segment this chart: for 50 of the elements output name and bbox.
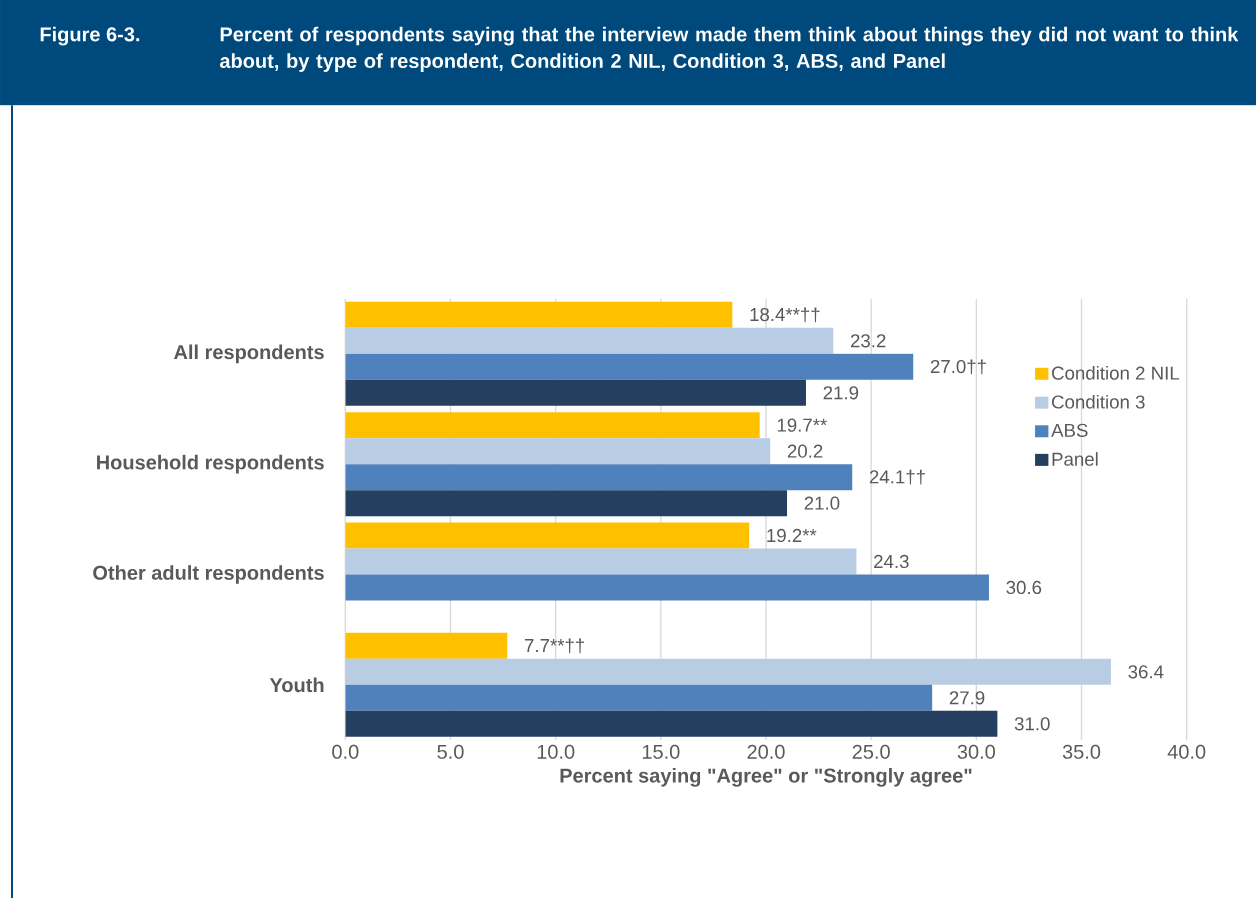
x-axis-title: Percent saying "Agree" or "Strongly agree" bbox=[560, 768, 972, 787]
data-label: 31.0 bbox=[1014, 717, 1050, 731]
x-tick-label: 40.0 bbox=[1167, 744, 1206, 759]
x-tick-label: 5.0 bbox=[437, 744, 464, 759]
bar bbox=[345, 490, 788, 517]
x-tick-label: 30.0 bbox=[957, 744, 995, 759]
legend-label: ABS bbox=[1051, 423, 1088, 437]
legend-label: Condition 2 NIL bbox=[1052, 366, 1180, 380]
data-label: 18.4**†† bbox=[750, 307, 820, 323]
y-tick-label: Other adult respondents bbox=[93, 565, 324, 584]
bar bbox=[345, 412, 760, 439]
x-tick-label: 20.0 bbox=[747, 744, 785, 759]
data-label: 36.4 bbox=[1128, 665, 1164, 679]
chart-subtitle: Percent of respondents saying that the interview made them think about things they did not want to think about, by type of respondent, Condition 2 NIL, Condition 3, ABS, and Panel bbox=[219, 26, 1239, 72]
bar bbox=[345, 548, 857, 575]
data-label: 21.9 bbox=[823, 386, 859, 400]
bar bbox=[345, 522, 750, 549]
bar bbox=[345, 464, 853, 491]
data-label: 30.6 bbox=[1006, 580, 1042, 595]
data-label: 27.9 bbox=[949, 691, 985, 705]
bar bbox=[345, 684, 933, 711]
bar bbox=[345, 632, 508, 659]
bar bbox=[345, 574, 989, 601]
y-tick-label: Household respondents bbox=[97, 454, 324, 474]
x-tick-label: 35.0 bbox=[1062, 744, 1101, 759]
legend-label: Condition 3 bbox=[1052, 394, 1145, 409]
bar bbox=[345, 353, 914, 380]
bar bbox=[345, 327, 834, 354]
text: Figure 6-3. bbox=[40, 26, 140, 46]
data-label: 19.2** bbox=[767, 528, 817, 543]
data-label: 23.2 bbox=[850, 334, 886, 348]
y-tick-label: Youth bbox=[269, 677, 324, 693]
data-label: 24.3 bbox=[874, 554, 909, 569]
y-tick-label: All respondents bbox=[174, 344, 324, 364]
data-label: 7.7**†† bbox=[524, 638, 584, 654]
bar bbox=[345, 658, 1111, 685]
bar bbox=[345, 379, 806, 406]
x-tick-label: 10.0 bbox=[537, 744, 575, 759]
bar bbox=[345, 301, 733, 328]
x-tick-label: 0.0 bbox=[332, 744, 359, 759]
data-label: 21.0 bbox=[804, 496, 840, 510]
data-label: 19.7** bbox=[777, 418, 827, 432]
data-label: 20.2 bbox=[787, 444, 823, 458]
bar bbox=[345, 710, 998, 737]
legend-label: Panel bbox=[1052, 452, 1098, 466]
x-tick-label: 15.0 bbox=[642, 744, 680, 759]
data-label: 24.1†† bbox=[869, 469, 925, 485]
data-label: 27.0†† bbox=[930, 359, 986, 375]
x-tick-label: 25.0 bbox=[852, 744, 890, 759]
bar bbox=[345, 438, 771, 465]
